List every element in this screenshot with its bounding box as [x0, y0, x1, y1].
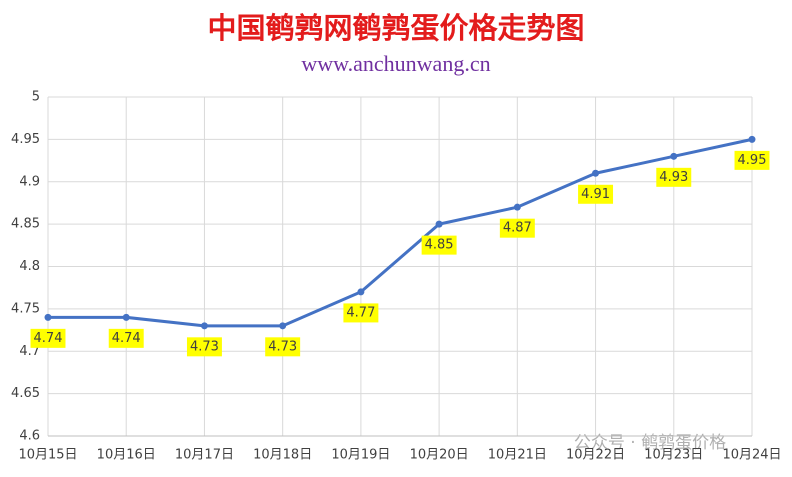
- line: [48, 137, 753, 328]
- data-label-group: 4.87: [499, 218, 535, 238]
- y-tick-label: 4.8: [19, 259, 40, 274]
- x-tick-label: 10月17日: [175, 448, 234, 463]
- x-tick-label: 10月16日: [97, 448, 156, 463]
- data-label-bg: [186, 337, 222, 357]
- data-label: 4.91: [581, 187, 610, 202]
- y-tick-label: 4.75: [11, 301, 40, 316]
- data-label-group: 4.95: [734, 150, 770, 170]
- point: [200, 322, 208, 330]
- data-label-group: 4.73: [265, 337, 301, 357]
- data-label-bg: [734, 150, 770, 170]
- data-label: 4.85: [425, 238, 454, 253]
- data-label: 4.95: [738, 153, 767, 168]
- data-label: 4.74: [34, 331, 63, 346]
- x-tick-label: 10月18日: [253, 448, 312, 463]
- chart-subtitle: www.anchunwang.cn: [301, 51, 490, 76]
- x-tick-label: 10月15日: [18, 448, 77, 463]
- data-label: 4.77: [346, 305, 375, 320]
- point: [435, 220, 443, 228]
- data-label-group: 4.93: [656, 167, 692, 187]
- data-label-group: 4.74: [30, 328, 66, 348]
- point: [670, 152, 678, 160]
- data-label-group: 4.74: [108, 328, 144, 348]
- y-tick-label: 4.85: [11, 217, 40, 232]
- data-label: 4.73: [268, 339, 297, 354]
- x-tick-label: 10月20日: [410, 448, 469, 463]
- y-tick-label: 5: [32, 90, 40, 105]
- chart-title: 中国鹌鹑网鹌鹑蛋价格走势图: [207, 11, 584, 45]
- y-tick-label: 4.6: [19, 429, 40, 444]
- data-label-bg: [421, 235, 457, 255]
- data-label: 4.73: [190, 339, 219, 354]
- x-tick-label: 10月19日: [331, 448, 390, 463]
- data-label-bg: [578, 184, 614, 204]
- data-label-bg: [108, 328, 144, 348]
- y-tick-label: 4.65: [11, 386, 40, 401]
- point: [122, 313, 130, 321]
- data-label: 4.93: [659, 170, 688, 185]
- watermark: 公众号 · 鹌鹑蛋价格: [574, 433, 726, 453]
- data-label-bg: [343, 303, 379, 323]
- data-label-group: 4.85: [421, 235, 457, 255]
- data-label: 4.74: [112, 331, 141, 346]
- point: [279, 322, 287, 330]
- point: [357, 288, 365, 296]
- point: [513, 203, 521, 211]
- y-tick-label: 4.95: [11, 132, 40, 147]
- x-tick-label: 10月23日: [644, 448, 703, 463]
- data-label-group: 4.77: [343, 303, 379, 323]
- data-label-group: 4.91: [578, 184, 614, 204]
- data-label-bg: [265, 337, 301, 357]
- data-label-bg: [30, 328, 66, 348]
- point: [748, 135, 756, 143]
- data-label: 4.87: [503, 221, 532, 236]
- point: [592, 169, 600, 177]
- data-label-bg: [656, 167, 692, 187]
- data-label-group: 4.73: [186, 337, 222, 357]
- point: [44, 313, 52, 321]
- data-label-bg: [499, 218, 535, 238]
- x-tick-label: 10月22日: [566, 448, 625, 463]
- x-tick-label: 10月21日: [488, 448, 547, 463]
- y-tick-label: 4.9: [19, 174, 40, 189]
- x-tick-label: 10月24日: [722, 448, 781, 463]
